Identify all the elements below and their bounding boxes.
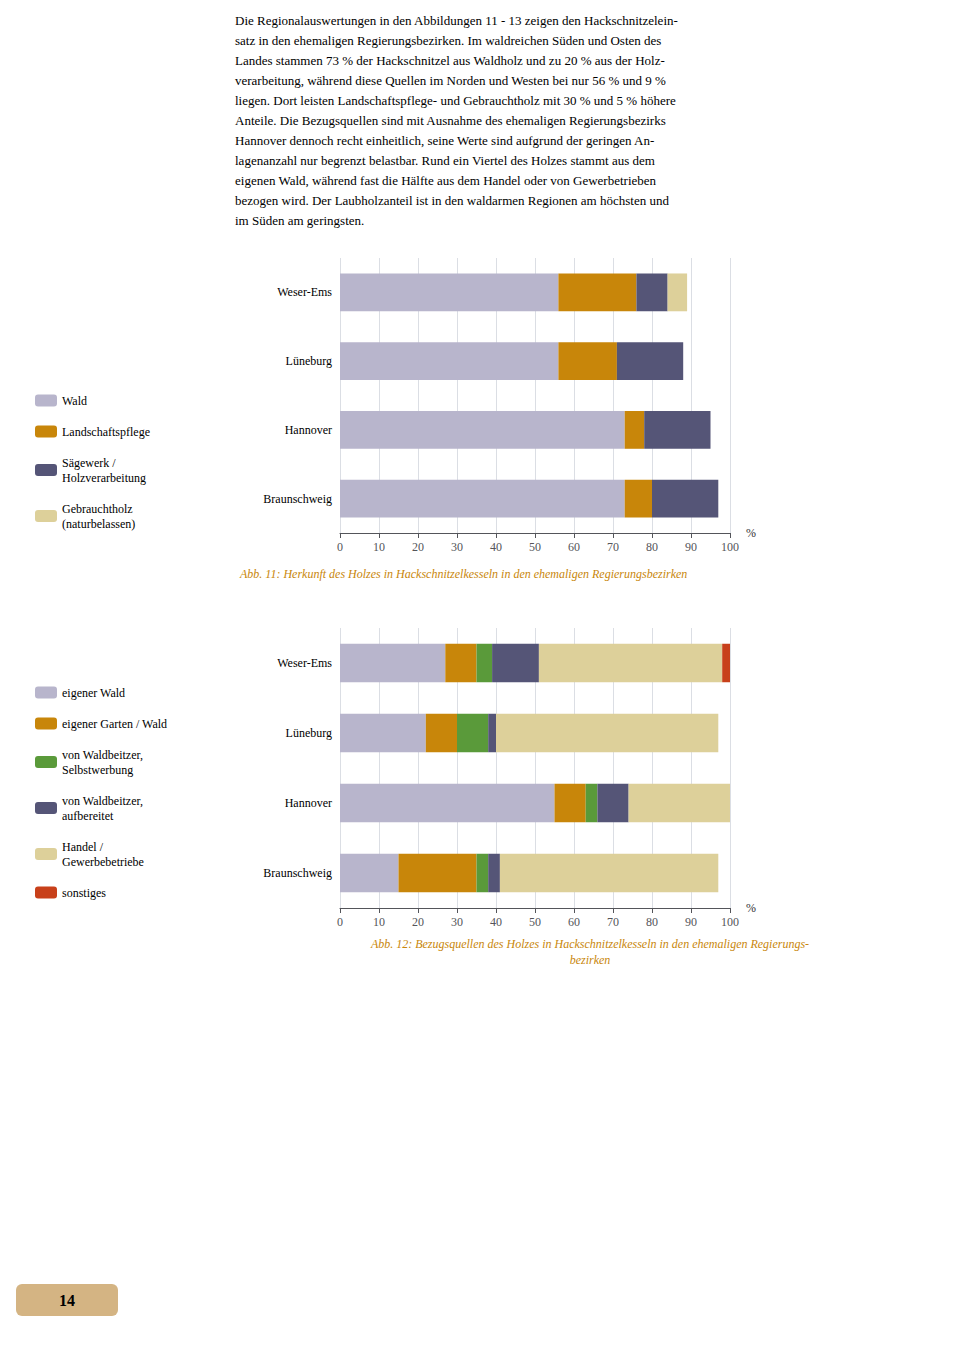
svg-text:100: 100	[721, 915, 739, 929]
svg-text:80: 80	[646, 915, 658, 929]
svg-text:Selbstwerbung: Selbstwerbung	[62, 763, 133, 777]
svg-text:Weser-Ems: Weser-Ems	[277, 285, 332, 299]
svg-text:40: 40	[490, 540, 502, 554]
svg-text:60: 60	[568, 915, 580, 929]
svg-text:10: 10	[373, 915, 385, 929]
svg-text:90: 90	[685, 915, 697, 929]
svg-text:Sägewerk /: Sägewerk /	[62, 456, 116, 470]
svg-text:Hannover: Hannover	[285, 423, 332, 437]
svg-text:50: 50	[529, 915, 541, 929]
svg-text:Braunschweig: Braunschweig	[263, 492, 332, 506]
svg-text:%: %	[746, 901, 756, 915]
svg-text:Anteile. Die Bezugsquellen sin: Anteile. Die Bezugsquellen sind mit Ausn…	[235, 113, 666, 128]
svg-text:Wald: Wald	[62, 394, 87, 408]
svg-text:bezogen wird. Der Laubholzante: bezogen wird. Der Laubholzanteil ist in …	[235, 193, 669, 208]
svg-text:sonstiges: sonstiges	[62, 886, 106, 900]
svg-text:50: 50	[529, 540, 541, 554]
svg-text:0: 0	[337, 540, 343, 554]
svg-text:Hannover: Hannover	[285, 796, 332, 810]
svg-text:(naturbelassen): (naturbelassen)	[62, 517, 135, 531]
svg-text:30: 30	[451, 540, 463, 554]
svg-text:von Waldbeitzer,: von Waldbeitzer,	[62, 748, 143, 762]
svg-text:eigenen Wald, während fast die: eigenen Wald, während fast die Hälfte au…	[235, 173, 657, 188]
svg-text:Abb. 12: Bezugsquellen des Hol: Abb. 12: Bezugsquellen des Holzes in Hac…	[370, 937, 809, 951]
svg-text:im Süden am geringsten.: im Süden am geringsten.	[235, 213, 364, 228]
svg-text:verarbeitung, während diese Qu: verarbeitung, während diese Quellen im N…	[235, 73, 666, 88]
svg-text:70: 70	[607, 540, 619, 554]
svg-text:liegen. Dort leisten Landschaf: liegen. Dort leisten Landschaftspflege- …	[235, 93, 676, 108]
svg-text:20: 20	[412, 915, 424, 929]
svg-text:von Waldbeitzer,: von Waldbeitzer,	[62, 794, 143, 808]
svg-text:100: 100	[721, 540, 739, 554]
svg-text:Gebrauchtholz: Gebrauchtholz	[62, 502, 133, 516]
svg-text:90: 90	[685, 540, 697, 554]
svg-text:bezirken: bezirken	[570, 953, 611, 967]
svg-text:70: 70	[607, 915, 619, 929]
svg-text:aufbereitet: aufbereitet	[62, 809, 114, 823]
svg-text:Weser-Ems: Weser-Ems	[277, 656, 332, 670]
svg-text:Braunschweig: Braunschweig	[263, 866, 332, 880]
svg-text:14: 14	[59, 1292, 75, 1309]
svg-text:Lüneburg: Lüneburg	[286, 726, 332, 740]
svg-text:30: 30	[451, 915, 463, 929]
svg-text:20: 20	[412, 540, 424, 554]
svg-text:40: 40	[490, 915, 502, 929]
svg-text:Hannover dennoch recht einheit: Hannover dennoch recht einheitlich, sein…	[235, 133, 654, 148]
svg-text:Landschaftspflege: Landschaftspflege	[62, 425, 150, 439]
svg-text:Lüneburg: Lüneburg	[286, 354, 332, 368]
svg-text:eigener Garten / Wald: eigener Garten / Wald	[62, 717, 167, 731]
svg-text:10: 10	[373, 540, 385, 554]
svg-text:satz in den ehemaligen Regieru: satz in den ehemaligen Regierungsbezirke…	[235, 33, 661, 48]
svg-text:Handel /: Handel /	[62, 840, 104, 854]
svg-text:lagenanzahl nur begrenzt belas: lagenanzahl nur begrenzt belastbar. Rund…	[235, 153, 655, 168]
svg-text:Gewerbebetriebe: Gewerbebetriebe	[62, 855, 144, 869]
svg-text:Landes stammen 73 % der Hacksc: Landes stammen 73 % der Hackschnitzel au…	[235, 53, 665, 68]
svg-text:0: 0	[337, 915, 343, 929]
svg-text:Holzverarbeitung: Holzverarbeitung	[62, 471, 146, 485]
svg-text:80: 80	[646, 540, 658, 554]
svg-text:Abb. 11: Herkunft des Holzes i: Abb. 11: Herkunft des Holzes in Hackschn…	[239, 567, 687, 581]
svg-text:eigener Wald: eigener Wald	[62, 686, 125, 700]
svg-text:60: 60	[568, 540, 580, 554]
svg-text:Die Regionalauswertungen in de: Die Regionalauswertungen in den Abbildun…	[235, 13, 678, 28]
svg-text:%: %	[746, 526, 756, 540]
